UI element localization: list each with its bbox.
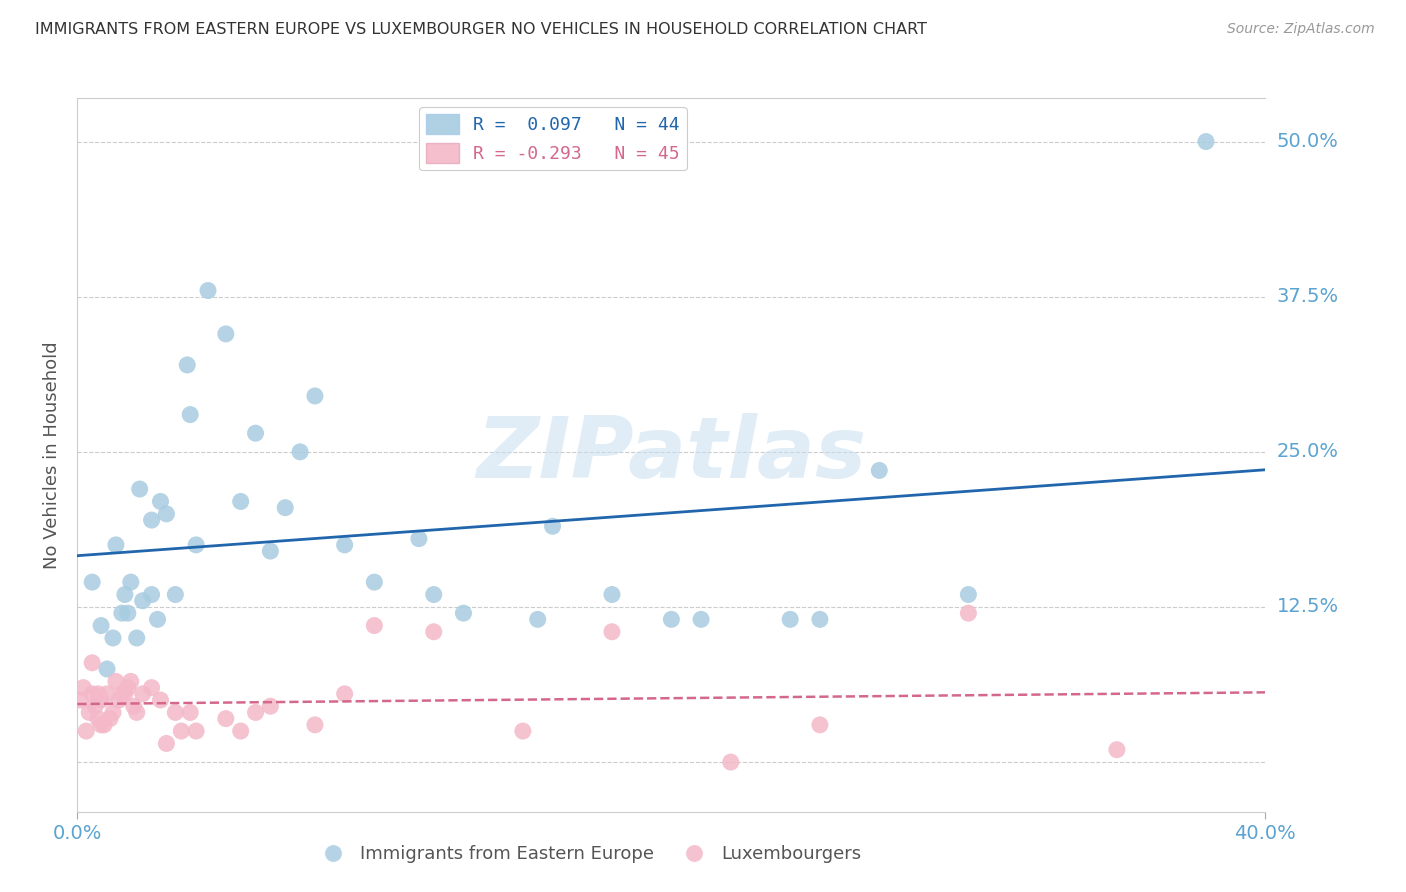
Point (117, 681, 139, 695)
Point (333, 687, 356, 701)
Point (69, 693, 91, 707)
Point (179, 706, 201, 720)
Point (720, 755, 742, 769)
Point (453, 606, 475, 620)
Point (259, 544, 281, 558)
Text: Source: ZipAtlas.com: Source: ZipAtlas.com (1227, 22, 1375, 37)
Point (117, 606, 139, 620)
Point (104, 674, 127, 689)
Point (101, 631, 124, 645)
Text: ZIPatlas: ZIPatlas (477, 413, 866, 497)
Point (288, 445, 311, 459)
Point (526, 612, 548, 626)
Point (363, 575, 385, 590)
Point (98, 712, 121, 726)
Point (179, 408, 201, 422)
Point (82, 575, 104, 590)
Point (661, 612, 683, 626)
Text: 37.5%: 37.5% (1277, 287, 1339, 306)
Point (128, 482, 150, 496)
Point (422, 588, 444, 602)
Point (108, 693, 131, 707)
Text: 12.5%: 12.5% (1277, 598, 1339, 616)
Point (96, 662, 118, 676)
Point (155, 736, 177, 750)
Point (120, 674, 142, 689)
Point (75, 724, 97, 739)
Point (96, 687, 118, 701)
Point (868, 463, 890, 477)
Point (274, 500, 297, 515)
Point (245, 426, 267, 441)
Point (304, 718, 326, 732)
Point (957, 588, 980, 602)
Point (186, 538, 208, 552)
Point (422, 624, 444, 639)
Point (690, 612, 713, 626)
Point (1195, 135, 1218, 149)
Point (600, 624, 623, 639)
Point (165, 588, 187, 602)
Point (149, 693, 172, 707)
Point (957, 606, 980, 620)
Point (72, 681, 94, 695)
Point (131, 687, 153, 701)
Text: IMMIGRANTS FROM EASTERN EUROPE VS LUXEMBOURGER NO VEHICLES IN HOUSEHOLD CORRELAT: IMMIGRANTS FROM EASTERN EUROPE VS LUXEMB… (35, 22, 927, 37)
Point (165, 706, 187, 720)
Point (1105, 742, 1128, 756)
Point (408, 532, 430, 546)
Point (259, 699, 281, 714)
Point (141, 681, 163, 695)
Point (141, 588, 163, 602)
Legend: Immigrants from Eastern Europe, Luxembourgers: Immigrants from Eastern Europe, Luxembou… (308, 838, 869, 871)
Point (149, 494, 172, 508)
Point (541, 519, 564, 533)
Point (170, 724, 193, 739)
Point (229, 494, 252, 508)
Point (111, 606, 134, 620)
Point (84, 699, 107, 714)
Point (77, 706, 100, 720)
Point (90, 618, 112, 632)
Point (104, 538, 127, 552)
Point (176, 358, 198, 372)
Point (87, 712, 110, 726)
Point (90, 718, 112, 732)
Y-axis label: No Vehicles in Household: No Vehicles in Household (44, 341, 62, 569)
Point (82, 656, 104, 670)
Point (600, 588, 623, 602)
Point (363, 618, 385, 632)
Point (114, 687, 136, 701)
Point (512, 724, 534, 739)
Point (215, 326, 238, 341)
Point (122, 699, 145, 714)
Point (120, 575, 142, 590)
Point (101, 706, 124, 720)
Point (229, 724, 252, 739)
Point (125, 706, 148, 720)
Point (333, 538, 356, 552)
Point (90, 693, 112, 707)
Point (93, 718, 115, 732)
Point (197, 284, 219, 298)
Point (779, 612, 801, 626)
Point (82, 687, 104, 701)
Point (215, 712, 238, 726)
Text: 25.0%: 25.0% (1277, 442, 1339, 461)
Point (131, 593, 153, 607)
Point (111, 687, 134, 701)
Point (125, 631, 148, 645)
Point (155, 507, 177, 521)
Text: 50.0%: 50.0% (1277, 132, 1339, 151)
Point (114, 588, 136, 602)
Point (146, 612, 169, 626)
Point (141, 513, 163, 527)
Point (304, 389, 326, 403)
Point (808, 612, 831, 626)
Point (87, 687, 110, 701)
Point (245, 706, 267, 720)
Point (808, 718, 831, 732)
Point (186, 724, 208, 739)
